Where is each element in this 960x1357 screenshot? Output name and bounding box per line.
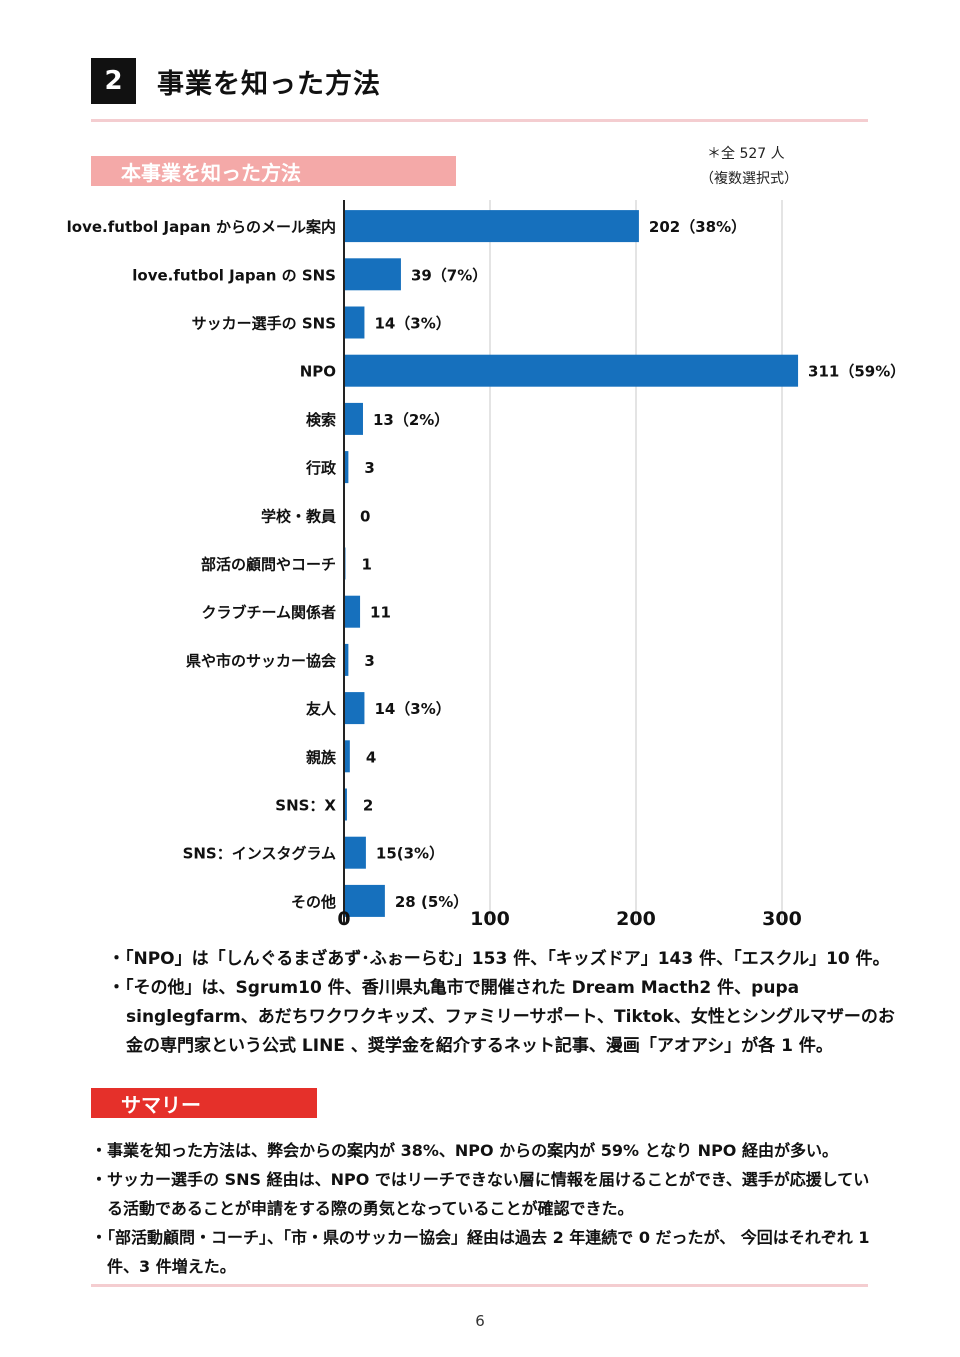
x-tick-label: 200: [616, 908, 656, 930]
category-label: 県や市のサッカー協会: [186, 652, 336, 670]
data-label: 39（7%）: [411, 266, 487, 284]
x-tick-label: 100: [470, 908, 510, 930]
bar: [344, 354, 799, 387]
data-label: 0: [360, 507, 370, 525]
bar: [344, 788, 347, 821]
category-label: 親族: [306, 748, 337, 766]
bar: [344, 836, 366, 869]
header-divider: [91, 119, 868, 122]
x-tick-label: 300: [762, 908, 802, 930]
category-label: 検索: [306, 411, 336, 429]
bar: [344, 595, 361, 628]
data-label: 202（38%）: [649, 218, 746, 236]
data-label: 13（2%）: [373, 411, 449, 429]
category-label: SNS：インスタグラム: [183, 845, 336, 863]
summary-banner: サマリー: [91, 1088, 317, 1118]
other-breakdown-note: ・「その他」は、Sgrum10 件、香川県丸亀市で開催された Dream Mac…: [108, 978, 895, 1056]
data-label: 14（3%）: [374, 700, 450, 718]
category-label: 友人: [306, 700, 337, 718]
category-label: love.futbol Japan からのメール案内: [67, 218, 336, 236]
data-label: 3: [364, 652, 374, 670]
summary-item: ・事業を知った方法は、弊会からの案内が 38%、NPO からの案内が 59% と…: [91, 1141, 838, 1160]
category-label: SNS：X: [275, 797, 336, 815]
bar: [344, 258, 401, 291]
category-label: 行政: [305, 459, 337, 477]
bar: [344, 740, 350, 773]
bar: [344, 451, 349, 484]
bar: [344, 884, 385, 917]
category-label: クラブチーム関係者: [201, 604, 336, 622]
bar: [344, 306, 365, 339]
bar: [344, 643, 349, 676]
mode-note: （複数選択式）: [700, 171, 798, 187]
category-label: その他: [291, 893, 336, 911]
x-tick-label: 0: [337, 908, 350, 930]
summary-item: ・サッカー選手の SNS 経由は、NPO ではリーチできない層に情報を届けること…: [91, 1170, 870, 1218]
bar-chart: love.futbol Japan からのメール案内 202（38%） love.f…: [67, 200, 905, 930]
npo-breakdown-note: ・「NPO」は「しんぐるまざあず･ふぉーらむ」153 件、「キッズドア」143 …: [108, 949, 890, 969]
chart-notes: ・「NPO」は「しんぐるまざあず･ふぉーらむ」153 件、「キッズドア」143 …: [108, 945, 908, 1061]
bar: [344, 210, 639, 243]
section-number: 2: [91, 58, 136, 104]
section-title: 事業を知った方法: [157, 69, 381, 100]
data-label: 4: [366, 748, 376, 766]
data-label: 28 (5%）: [395, 893, 468, 911]
data-label: 15(3%）: [376, 845, 444, 863]
summary-list: ・事業を知った方法は、弊会からの案内が 38%、NPO からの案内が 59% と…: [91, 1136, 881, 1281]
bar: [344, 692, 365, 725]
category-label: サッカー選手の SNS: [192, 315, 336, 333]
category-label: 部活の顧問やコーチ: [201, 556, 336, 574]
chart-banner: 本事業を知った方法: [91, 156, 456, 186]
bar: [344, 402, 363, 435]
summary-item: ・「部活動顧問・コーチ」、「市・県のサッカー協会」経由は過去 2 年連続で 0 …: [91, 1228, 870, 1276]
data-label: 311（59%）: [808, 363, 905, 381]
data-label: 3: [364, 459, 374, 477]
data-label: 14（3%）: [374, 315, 450, 333]
total-note: ＊全 527 人: [707, 146, 785, 162]
page-number: 6: [475, 1312, 485, 1330]
data-label: 11: [370, 604, 391, 622]
summary-divider: [91, 1284, 868, 1287]
category-label: love.futbol Japan の SNS: [132, 266, 336, 284]
data-label: 1: [361, 556, 371, 574]
category-label: 学校・教員: [261, 507, 336, 525]
data-label: 2: [363, 797, 373, 815]
category-label: NPO: [300, 363, 336, 381]
